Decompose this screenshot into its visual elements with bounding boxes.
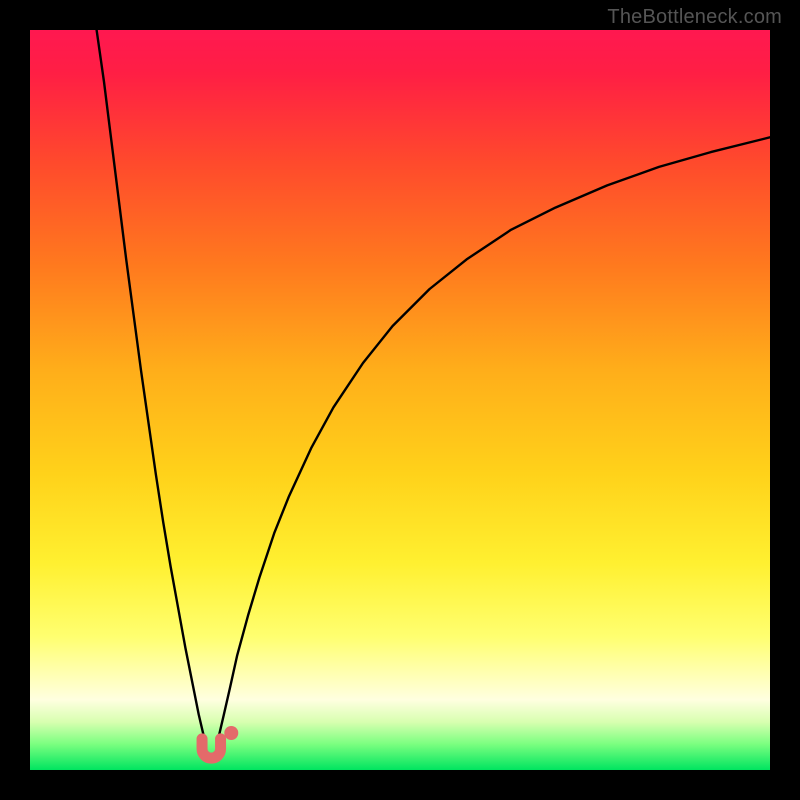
chart-gradient-background: [30, 30, 770, 770]
min-marker-dot: [224, 726, 238, 740]
chart-svg: [30, 30, 770, 770]
watermark-text: TheBottleneck.com: [607, 6, 782, 29]
chart-plot-area: [30, 30, 770, 770]
